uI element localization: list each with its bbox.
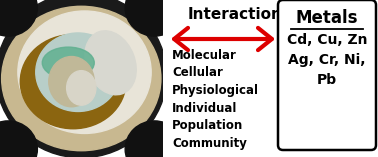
Ellipse shape — [49, 57, 94, 107]
Ellipse shape — [85, 31, 136, 95]
Text: Cd, Cu, Zn
Ag, Cr, Ni,
Pb: Cd, Cu, Zn Ag, Cr, Ni, Pb — [287, 33, 367, 87]
Ellipse shape — [42, 47, 94, 78]
Ellipse shape — [0, 0, 167, 157]
FancyBboxPatch shape — [278, 0, 376, 150]
Ellipse shape — [20, 35, 126, 129]
Ellipse shape — [2, 6, 161, 151]
Text: Molecular
Cellular
Physiological
Individual
Population
Community: Molecular Cellular Physiological Individ… — [172, 49, 259, 149]
Text: Interaction: Interaction — [187, 7, 282, 22]
Ellipse shape — [125, 121, 184, 157]
FancyArrowPatch shape — [174, 28, 272, 50]
Ellipse shape — [36, 33, 120, 111]
Ellipse shape — [0, 0, 37, 36]
Ellipse shape — [18, 11, 151, 133]
Ellipse shape — [0, 121, 37, 157]
Ellipse shape — [67, 71, 96, 105]
Text: Metals: Metals — [296, 9, 358, 27]
Ellipse shape — [125, 0, 184, 36]
